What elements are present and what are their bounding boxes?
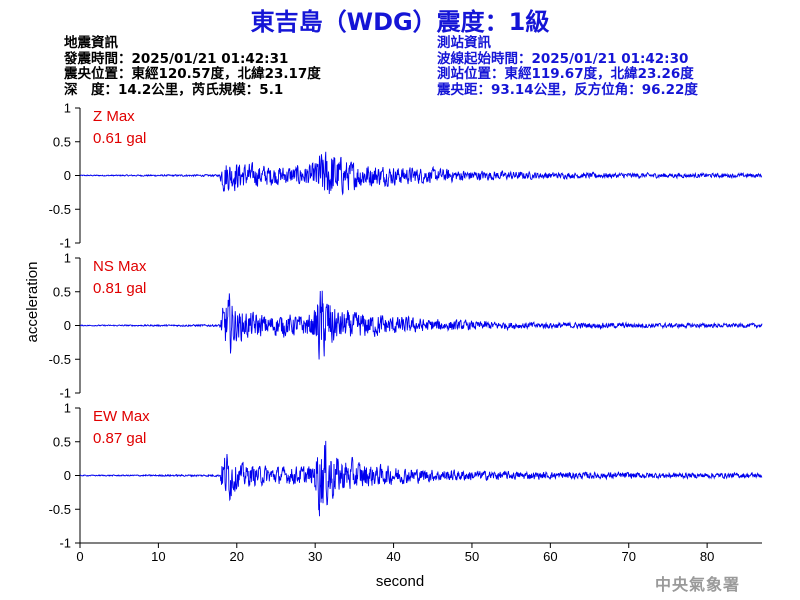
y-tick-label: 0.5 bbox=[53, 134, 71, 149]
waveform-trace bbox=[79, 440, 763, 517]
x-tick-label: 40 bbox=[386, 549, 400, 564]
station-location: 測站位置：東經119.67度，北緯23.26度 bbox=[437, 66, 694, 82]
panel-z: 1 0.5 0 -0.5 -1 Z Max 0.61 gal bbox=[49, 101, 763, 251]
origin-time: 發震時間：2025/01/21 01:42:31 bbox=[64, 50, 289, 67]
series-max-value: 0.87 gal bbox=[93, 430, 146, 447]
x-tick-label: 0 bbox=[76, 549, 83, 564]
y-tick-label: -1 bbox=[59, 386, 71, 401]
y-tick-label: 0.5 bbox=[53, 434, 71, 449]
y-axis-label: acceleration bbox=[24, 262, 41, 343]
y-tick-label: 1 bbox=[64, 251, 71, 266]
y-tick-label: -1 bbox=[59, 236, 71, 251]
waveform-trace bbox=[79, 151, 763, 196]
y-tick-label: 0 bbox=[64, 318, 71, 333]
station-info-header: 測站資訊 bbox=[437, 35, 491, 51]
earthquake-info: 地震資訊 發震時間：2025/01/21 01:42:31 震央位置：東經120… bbox=[64, 35, 321, 98]
x-tick-label: 80 bbox=[700, 549, 714, 564]
y-tick-label: 1 bbox=[64, 401, 71, 416]
series-name: Z Max bbox=[93, 108, 135, 125]
x-tick-label: 60 bbox=[543, 549, 557, 564]
series-max-value: 0.81 gal bbox=[93, 280, 146, 297]
earthquake-info-header: 地震資訊 bbox=[64, 35, 118, 51]
x-tick-label: 20 bbox=[230, 549, 244, 564]
x-axis-label: second bbox=[376, 573, 424, 590]
series-name: NS Max bbox=[93, 258, 147, 275]
distance-azimuth: 震央距：93.14公里，反方位角：96.22度 bbox=[437, 81, 698, 98]
y-tick-label: 0 bbox=[64, 168, 71, 183]
y-tick-label: -0.5 bbox=[49, 202, 71, 217]
page-title: 東吉島（WDG）震度：1級 bbox=[250, 8, 550, 36]
agency-watermark: 中央氣象署 bbox=[655, 575, 741, 594]
y-tick-label: -0.5 bbox=[49, 352, 71, 367]
panel-ns: 1 0.5 0 -0.5 -1 NS Max 0.81 gal bbox=[49, 251, 763, 401]
y-tick-label: -0.5 bbox=[49, 502, 71, 517]
epicenter-location: 震央位置：東經120.57度，北緯23.17度 bbox=[64, 66, 321, 82]
x-tick-label: 30 bbox=[308, 549, 322, 564]
panel-ew: 1 0.5 0 -0.5 -1 EW Max 0.87 gal bbox=[49, 401, 763, 551]
series-max-value: 0.61 gal bbox=[93, 130, 146, 147]
x-axis: 0 10 20 30 40 50 60 70 80 bbox=[76, 542, 762, 564]
y-tick-label: 1 bbox=[64, 101, 71, 116]
depth-magnitude: 深 度：14.2公里，芮氏規模：5.1 bbox=[64, 81, 284, 98]
x-tick-label: 50 bbox=[465, 549, 479, 564]
x-tick-label: 10 bbox=[151, 549, 165, 564]
waveform-trace bbox=[79, 290, 763, 360]
y-tick-label: 0.5 bbox=[53, 284, 71, 299]
x-tick-label: 70 bbox=[622, 549, 636, 564]
y-tick-label: -1 bbox=[59, 536, 71, 551]
wave-start-time: 波線起始時間：2025/01/21 01:42:30 bbox=[437, 50, 689, 67]
series-name: EW Max bbox=[93, 408, 150, 425]
y-tick-label: 0 bbox=[64, 468, 71, 483]
station-info: 測站資訊 波線起始時間：2025/01/21 01:42:30 測站位置：東經1… bbox=[437, 35, 698, 98]
